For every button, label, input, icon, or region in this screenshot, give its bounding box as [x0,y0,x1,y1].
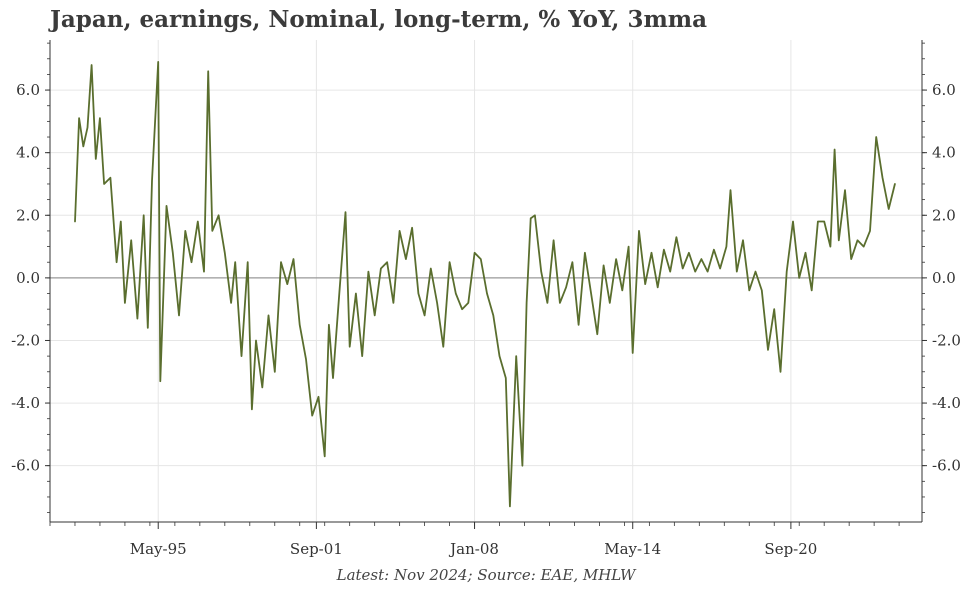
y-tick-label-right: -4.0 [932,394,961,412]
y-tick-label-left: 6.0 [16,81,40,99]
y-tick-label-left: 2.0 [16,206,40,224]
gridlines [50,40,922,522]
source-footer: Latest: Nov 2024; Source: EAE, MHLW [336,566,636,584]
y-axis-right: 6.0 4.0 2.0 0.0 -2.0 -4.0 -6.0 [922,42,961,514]
y-tick-label-right: -2.0 [932,331,961,349]
y-tick-label-left: 0.0 [16,269,40,287]
y-tick-label-right: 4.0 [932,144,956,162]
y-tick-label-left: -6.0 [11,457,40,475]
series-group [74,61,896,508]
x-tick-label: May-14 [604,540,661,558]
x-tick-label: May-95 [130,540,187,558]
x-tick-label: Sep-01 [290,540,343,558]
x-tick-label: Jan-08 [448,540,499,558]
x-tick-label: Sep-20 [764,540,817,558]
y-tick-label-left: 4.0 [16,144,40,162]
y-tick-label-right: 2.0 [932,206,956,224]
chart-title: Japan, earnings, Nominal, long-term, % Y… [50,6,708,33]
y-tick-label-left: -4.0 [11,394,40,412]
x-axis: May-95 Sep-01 Jan-08 May-14 Sep-20 [49,522,900,558]
y-tick-label-right: -6.0 [932,457,961,475]
series-line [74,61,896,508]
y-tick-label-right: 0.0 [932,269,956,287]
y-tick-label-right: 6.0 [932,81,956,99]
axes [49,40,923,523]
y-tick-label-left: -2.0 [11,331,40,349]
y-axis-left: 6.0 4.0 2.0 0.0 -2.0 -4.0 -6.0 [11,42,50,514]
